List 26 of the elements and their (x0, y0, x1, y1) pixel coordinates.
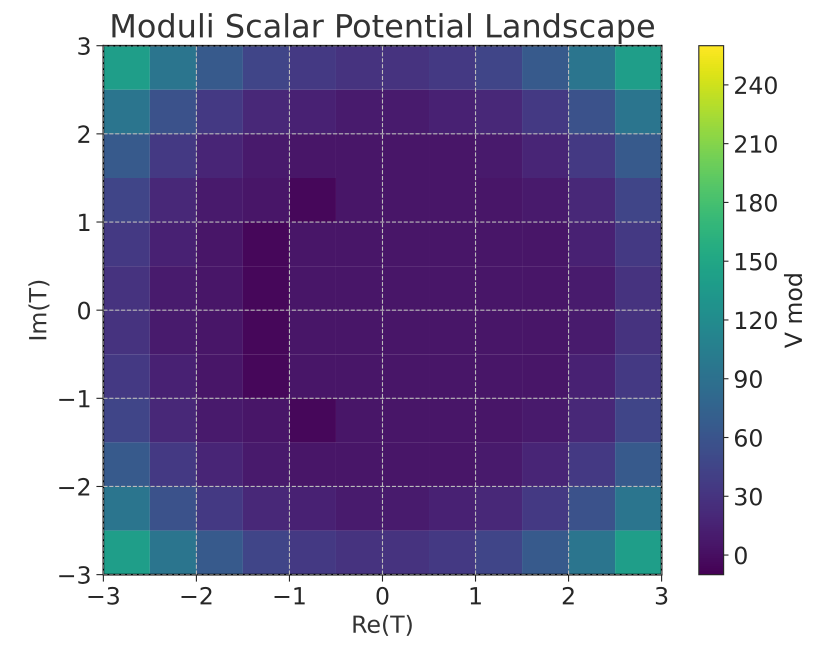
color-bar-label: 90 (734, 370, 762, 388)
x-tick-label: 1 (470, 587, 481, 604)
chart-title: Moduli Scalar Potential Landscape (112, 13, 654, 44)
x-axis-title: Re(T) (353, 614, 412, 636)
color-bar-label: 240 (735, 76, 777, 94)
x-tick-label: 0 (376, 586, 388, 605)
x-tick-label: 3 (656, 586, 668, 605)
color-bar-label: 120 (736, 311, 777, 330)
y-tick-label: −3 (59, 566, 90, 584)
color-bar-label: 150 (736, 252, 777, 271)
color-bar-label: 0 (734, 546, 747, 564)
y-tick-label: 2 (78, 125, 90, 143)
color-bar-label: 210 (735, 135, 777, 153)
y-tick-label: 1 (79, 214, 90, 231)
y-axis-title: Im(T) (28, 280, 50, 340)
x-tick-label: −1 (274, 587, 305, 604)
y-tick-label: 3 (78, 37, 90, 56)
y-tick-label: 0 (78, 302, 90, 320)
x-tick-label: −2 (182, 586, 212, 604)
y-tick-label: −2 (59, 478, 90, 496)
x-tick-label: 2 (562, 586, 574, 604)
color-bar-title: V mod (784, 274, 802, 348)
color-bar-label: 60 (734, 428, 762, 447)
color-bar-label: 180 (736, 194, 777, 212)
y-tick-label: −1 (59, 390, 90, 408)
color-bar-label: 30 (735, 488, 762, 506)
